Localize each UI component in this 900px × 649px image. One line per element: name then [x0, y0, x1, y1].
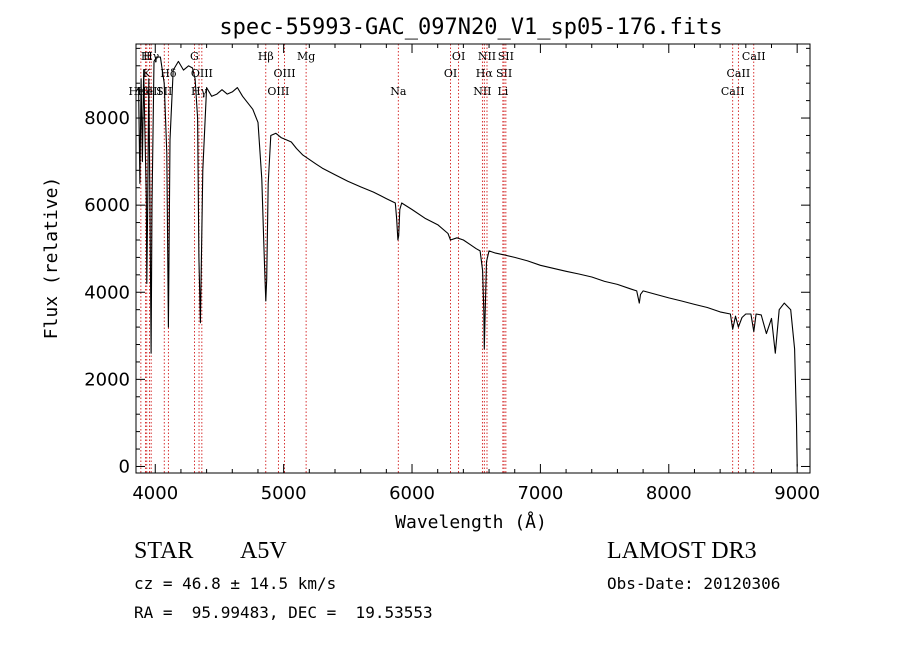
- x-tick-label: 8000: [646, 483, 692, 504]
- spectrum-series: [135, 56, 798, 467]
- coordinates: RA = 95.99483, DEC = 19.53553: [134, 603, 433, 622]
- observation-date: Obs-Date: 20120306: [607, 574, 781, 593]
- spectral-line-label: Na: [390, 85, 407, 98]
- x-tick-label: 7000: [517, 483, 563, 504]
- x-tick-label: 4000: [132, 483, 178, 504]
- spectral-line-label: CaII: [721, 85, 745, 98]
- spectral-line-label: CaII: [727, 67, 751, 80]
- spectral-line-label: Hγ: [191, 85, 208, 98]
- y-tick-label: 0: [119, 456, 130, 477]
- spectral-line-label: NII: [473, 85, 491, 98]
- spectral-line-label: CaII: [742, 50, 766, 63]
- spectral-line-label: SII: [498, 50, 514, 63]
- x-axis-label: Wavelength (Å): [395, 511, 547, 533]
- spectrum-line: [135, 56, 798, 467]
- chart-title: spec-55993-GAC_097N20_V1_sp05-176.fits: [219, 15, 722, 40]
- object-class: STAR: [134, 538, 194, 564]
- spectral-line-label: OIII: [267, 85, 289, 98]
- y-tick-label: 6000: [84, 195, 130, 216]
- spectral-subclass: A5V: [240, 538, 287, 564]
- spectral-line-label: Hβ: [258, 50, 274, 63]
- spectral-line-label: OI: [444, 67, 457, 80]
- x-tick-label: 5000: [261, 483, 307, 504]
- spectral-line-label: OI: [452, 50, 465, 63]
- spectral-line-label: OIII: [274, 67, 296, 80]
- spectral-line-label: Hα: [476, 67, 494, 80]
- redshift-velocity: cz = 46.8 ± 14.5 km/s: [134, 574, 337, 593]
- spectral-line-label: G: [190, 50, 199, 63]
- plot-frame: [135, 43, 811, 474]
- y-tick-label: 4000: [84, 282, 130, 303]
- y-tick-label: 8000: [84, 108, 130, 129]
- spectral-line-label: Hγ: [143, 50, 160, 63]
- spectral-line-label: OIII: [191, 67, 213, 80]
- spectral-line-label: NII: [478, 50, 496, 63]
- survey-name: LAMOST DR3: [607, 538, 757, 564]
- axes: 4000 5000 6000 7000 8000 9000 0 2000 4000 6000 800…: [84, 44, 820, 504]
- spectral-line-label: Mg: [297, 50, 315, 63]
- y-axis-label: Flux (relative): [41, 177, 62, 340]
- spectral-line-markers: HeIIHKHeIIHγSIIHδGHγOIIIHβOIIIOIIIMgNaOI…: [128, 44, 766, 473]
- x-tick-label: 9000: [774, 483, 820, 504]
- spectral-line-label: Li: [497, 85, 508, 98]
- spectral-line-label: SII: [496, 67, 512, 80]
- y-tick-label: 2000: [84, 369, 130, 390]
- spectral-line-label: H: [141, 50, 151, 63]
- x-tick-label: 6000: [389, 483, 435, 504]
- spectral-line-label: K: [143, 67, 152, 80]
